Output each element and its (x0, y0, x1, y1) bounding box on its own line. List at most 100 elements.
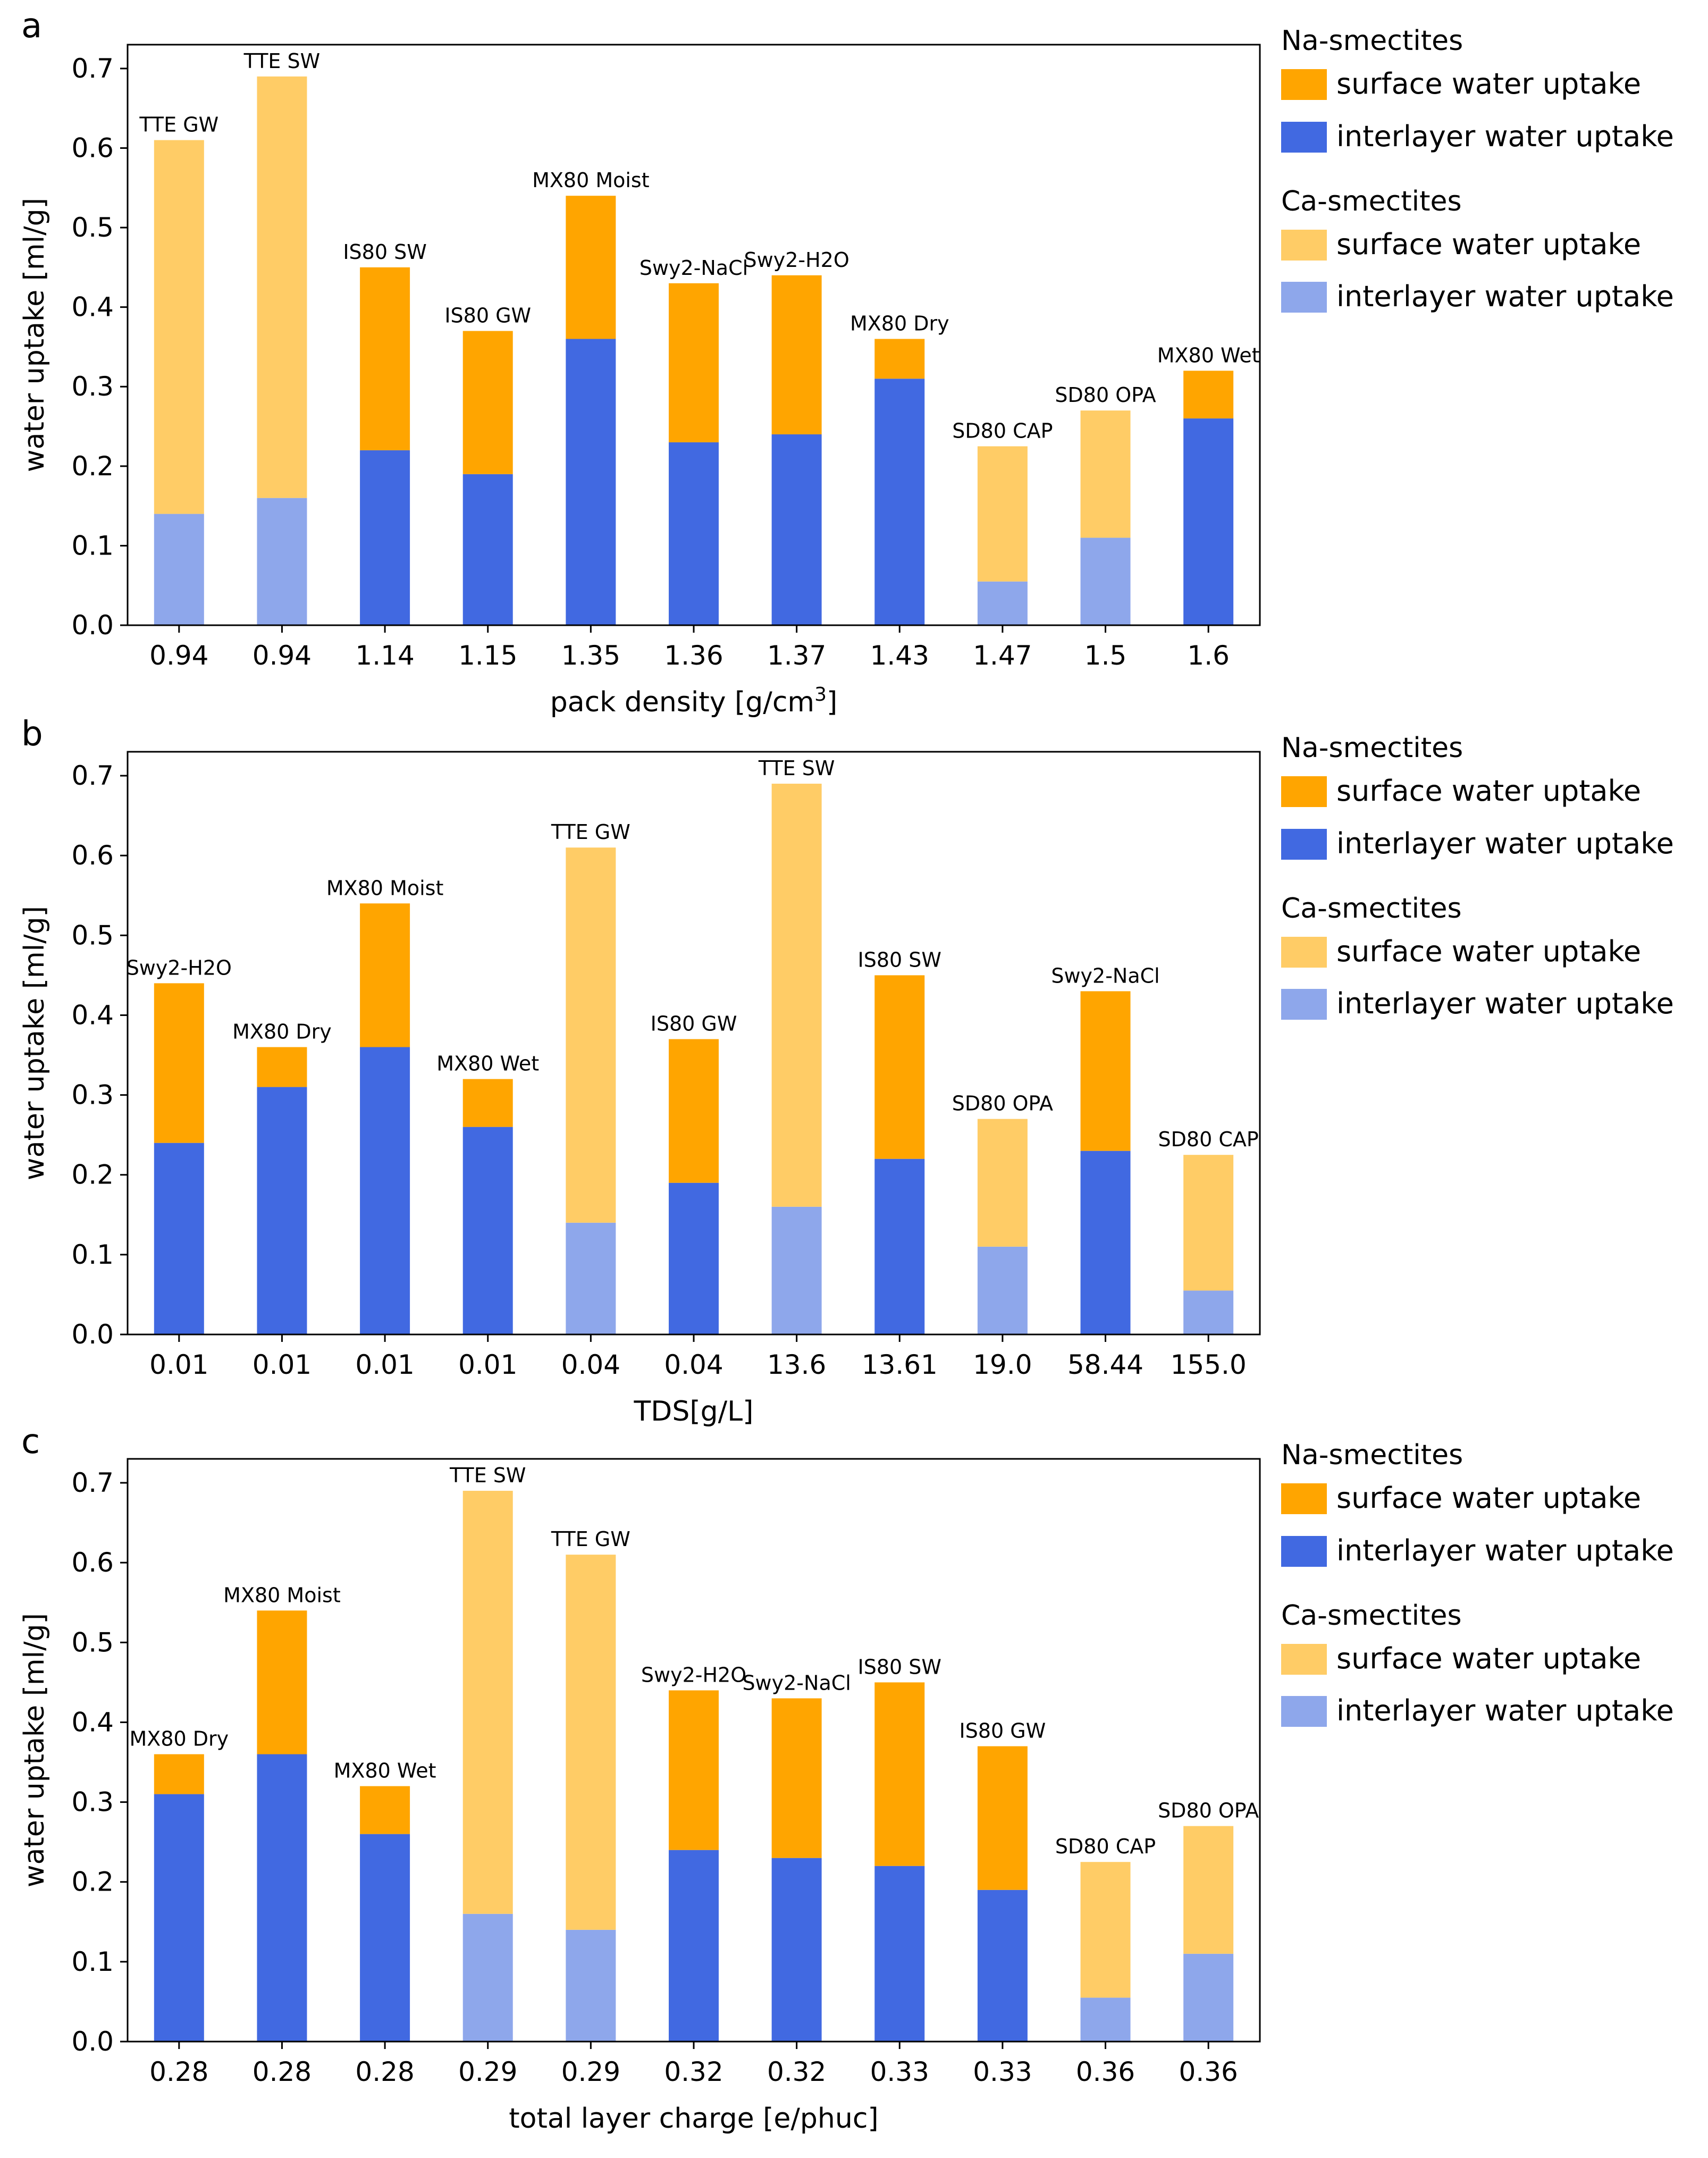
y-tick-label: 0.5 (71, 1627, 114, 1658)
axes-frame (127, 44, 1261, 626)
bar-interlayer (669, 1182, 719, 1334)
bar-surface (462, 1491, 513, 1914)
bar-label: MX80 Dry (130, 1727, 229, 1751)
x-tick-label: 0.32 (767, 2056, 826, 2087)
legend-swatch-na-interlayer (1281, 829, 1327, 860)
y-tick-label: 0.0 (71, 2026, 114, 2057)
x-tick-label: 0.36 (1076, 2056, 1135, 2087)
legend-title-na: Na-smectites (1281, 25, 1463, 57)
bar-interlayer (154, 1794, 204, 2042)
bar-surface (669, 1039, 719, 1183)
legend-label-ca-interlayer: interlayer water uptake (1336, 1694, 1674, 1727)
bar-label: IS80 GW (651, 1012, 737, 1035)
bar-surface (1183, 371, 1234, 419)
x-tick-label: 19.0 (973, 1349, 1032, 1380)
legend: Na-smectites Ca-smectites surface water up… (1281, 1439, 1674, 1727)
legend-label-na-interlayer: interlayer water uptake (1336, 120, 1674, 153)
x-tick-label: 0.01 (458, 1349, 517, 1380)
legend-swatch-ca-surface (1281, 937, 1327, 968)
y-tick-label: 0.7 (71, 760, 114, 791)
y-tick-label: 0.7 (71, 53, 114, 84)
bar-label: Swy2-NaCl (1051, 964, 1159, 987)
legend-label-ca-surface: surface water uptake (1336, 228, 1641, 261)
bar-surface (977, 446, 1028, 582)
bar-surface (154, 983, 204, 1143)
bar-surface (1183, 1155, 1234, 1291)
x-axis-label: total layer charge [e/phuc] (509, 2103, 878, 2135)
bar-label: TTE GW (551, 1527, 630, 1551)
bar-label: MX80 Moist (223, 1583, 341, 1607)
x-tick-label: 0.94 (253, 640, 312, 671)
bar-surface (257, 1047, 307, 1087)
y-axis-label: water uptake [ml/g] (19, 198, 51, 472)
y-tick-label: 0.2 (71, 1160, 114, 1190)
x-axis-label: TDS[g/L] (634, 1396, 754, 1428)
bar-surface (771, 1698, 822, 1858)
bar-interlayer (771, 434, 822, 625)
bar-surface (566, 196, 616, 339)
bar-interlayer (1080, 538, 1131, 625)
bar-label: TTE SW (758, 757, 835, 780)
bar-surface (669, 283, 719, 442)
bar-label: MX80 Wet (334, 1759, 436, 1783)
y-tick-label: 0.7 (71, 1467, 114, 1498)
y-tick-label: 0.3 (71, 371, 114, 402)
legend-label-ca-interlayer: interlayer water uptake (1336, 987, 1674, 1020)
bar-interlayer (771, 1206, 822, 1334)
bar-surface (977, 1119, 1028, 1247)
bar-interlayer (977, 581, 1028, 625)
y-tick-label: 0.0 (71, 1319, 114, 1350)
bar-label: MX80 Moist (326, 876, 444, 900)
x-tick-label: 1.14 (355, 640, 414, 671)
bar-label: TTE GW (551, 820, 630, 844)
bar-interlayer (566, 339, 616, 625)
y-axis-label: water uptake [ml/g] (19, 1613, 51, 1887)
bar-interlayer (462, 1127, 513, 1334)
panel-letter: a (21, 6, 42, 46)
chart-panel-a: a TTE GW 0.94 TTE SW 0.94 IS80 SW 1.14 IS80 GW 1… (19, 6, 1674, 718)
x-tick-label: 58.44 (1067, 1349, 1143, 1380)
x-tick-label: 0.01 (149, 1349, 208, 1380)
bar-label: SD80 CAP (1158, 1128, 1259, 1151)
legend-swatch-na-surface (1281, 1483, 1327, 1514)
bar-surface (771, 784, 822, 1207)
bar-surface (1080, 1862, 1131, 1998)
bar-label: MX80 Dry (850, 312, 949, 335)
bar-label: Swy2-H2O (127, 956, 232, 979)
bar-interlayer (977, 1890, 1028, 2042)
x-tick-label: 0.01 (355, 1349, 414, 1380)
x-tick-label: 0.94 (149, 640, 208, 671)
y-tick-label: 0.0 (71, 610, 114, 641)
y-axis-label: water uptake [ml/g] (19, 906, 51, 1180)
bar-interlayer (566, 1929, 616, 2042)
bar-interlayer (257, 498, 307, 625)
bar-label: IS80 SW (858, 948, 941, 971)
bar-label: Swy2-H2O (744, 248, 849, 272)
bar-interlayer (360, 1047, 410, 1334)
legend-swatch-ca-surface (1281, 230, 1327, 261)
x-tick-label: 0.04 (561, 1349, 620, 1380)
legend-label-na-interlayer: interlayer water uptake (1336, 827, 1674, 860)
bar-interlayer (1183, 1290, 1234, 1334)
bar-label: SD80 OPA (1055, 383, 1156, 407)
legend-label-na-interlayer: interlayer water uptake (1336, 1534, 1674, 1567)
y-tick-label: 0.6 (71, 1547, 114, 1578)
y-tick-label: 0.4 (71, 292, 114, 323)
x-tick-label: 1.36 (664, 640, 723, 671)
legend-label-ca-surface: surface water uptake (1336, 935, 1641, 968)
legend-title-ca: Ca-smectites (1281, 1600, 1462, 1632)
bar-interlayer (1080, 1997, 1131, 2042)
bar-interlayer (462, 1913, 513, 2042)
bar-surface (566, 1555, 616, 1930)
bar-label: Swy2-NaCl (640, 256, 748, 280)
legend-title-na: Na-smectites (1281, 732, 1463, 764)
bar-surface (360, 903, 410, 1047)
panel-letter: b (21, 715, 43, 754)
bar-interlayer (669, 442, 719, 625)
bar-surface (1080, 991, 1131, 1151)
legend-label-na-surface: surface water uptake (1336, 774, 1641, 808)
bar-interlayer (977, 1246, 1028, 1334)
bar-label: Swy2-H2O (641, 1663, 746, 1686)
bar-label: TTE SW (243, 49, 321, 73)
y-tick-label: 0.3 (71, 1080, 114, 1111)
